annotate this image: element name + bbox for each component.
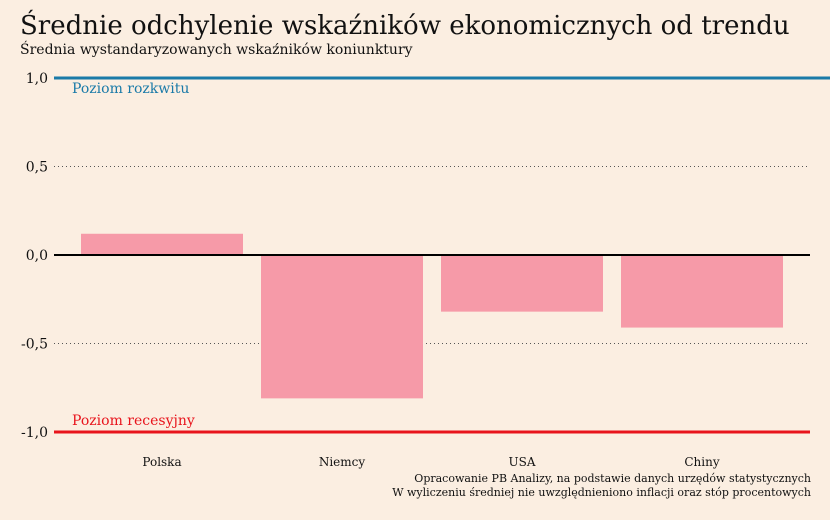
source-line-2: W wyliczeniu średniej nie uwzględnienion… — [392, 486, 811, 499]
y-tick-label: -0,5 — [21, 337, 48, 353]
bar — [441, 255, 603, 312]
y-tick-label: 0,0 — [26, 248, 48, 264]
y-tick-label: 0,5 — [26, 160, 48, 176]
x-tick-label: Chiny — [684, 455, 719, 469]
chart-title: Średnie odchylenie wskaźników ekonomiczn… — [20, 11, 790, 41]
x-tick-label: Polska — [142, 455, 181, 469]
source-note: Opracowanie PB Analizy, na podstawie dan… — [392, 472, 811, 500]
y-tick-label: 1,0 — [26, 71, 48, 87]
lower-reference-label: Poziom recesyjny — [72, 413, 195, 429]
bar — [81, 233, 243, 255]
y-tick-label: -1,0 — [21, 425, 48, 441]
upper-reference-label: Poziom rozkwitu — [72, 81, 189, 97]
bar — [261, 255, 423, 399]
chart-subtitle: Średnia wystandaryzowanych wskaźników ko… — [20, 42, 413, 58]
x-tick-label: USA — [509, 455, 536, 469]
x-tick-label: Niemcy — [319, 455, 366, 469]
bar — [621, 255, 783, 328]
source-line-1: Opracowanie PB Analizy, na podstawie dan… — [414, 472, 811, 485]
